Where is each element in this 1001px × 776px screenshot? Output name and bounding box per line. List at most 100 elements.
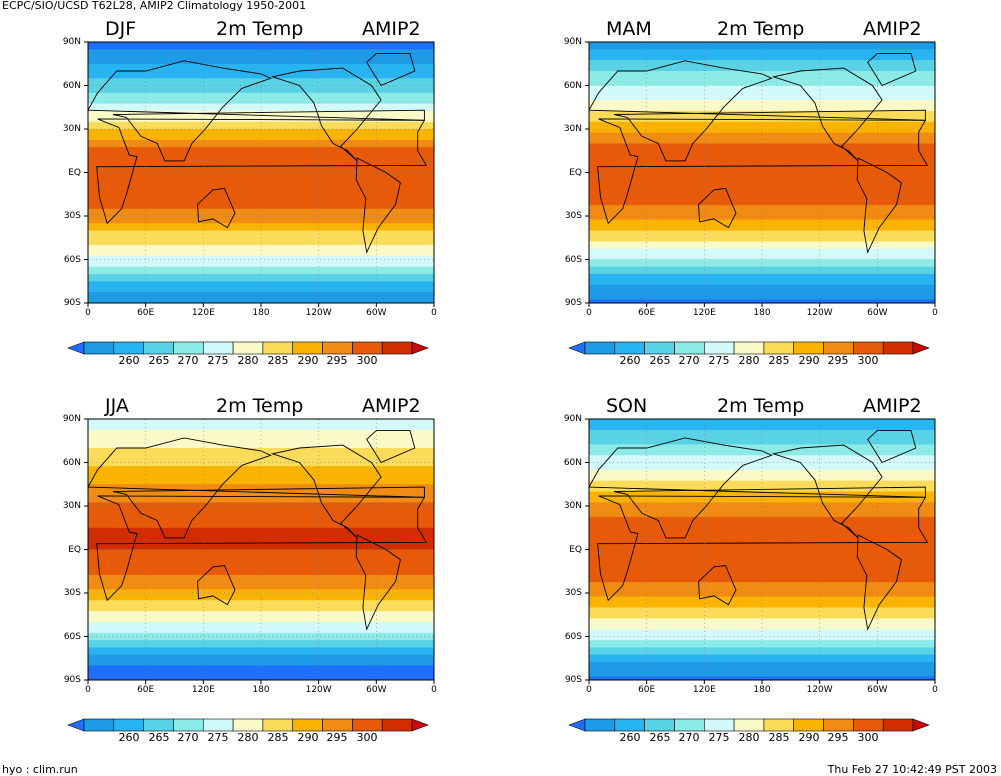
lon-tick-label: 0 bbox=[431, 685, 437, 695]
colorbar-label: 285 bbox=[768, 731, 790, 744]
temp-band bbox=[589, 67, 935, 72]
map-panel-djf bbox=[84, 41, 435, 307]
lon-tick-label: 120E bbox=[692, 685, 716, 695]
temp-band bbox=[589, 299, 935, 303]
temp-band bbox=[589, 143, 935, 148]
temp-band bbox=[88, 535, 434, 540]
temp-band bbox=[589, 658, 935, 663]
colorbar-swatch bbox=[763, 341, 795, 355]
lon-tick-label: 0 bbox=[85, 685, 91, 695]
map-panel-mam bbox=[585, 41, 936, 307]
temp-band bbox=[589, 622, 935, 627]
lon-tick-label: 0 bbox=[586, 308, 592, 318]
lat-tick-label: 30N bbox=[62, 124, 81, 134]
coastline bbox=[867, 53, 917, 87]
colorbar-swatch bbox=[733, 341, 765, 355]
colorbar-label: 265 bbox=[148, 354, 170, 367]
temp-band bbox=[88, 295, 434, 300]
lon-tick-label: 180 bbox=[252, 685, 270, 695]
temp-band bbox=[589, 42, 935, 47]
temp-band bbox=[88, 455, 434, 460]
colorbar-label: 265 bbox=[148, 731, 170, 744]
temp-band bbox=[589, 422, 935, 427]
lat-tick-label: 90N bbox=[563, 37, 582, 47]
lat-tick-label: EQ bbox=[68, 544, 81, 555]
temp-band bbox=[88, 440, 434, 445]
colorbar-swatch bbox=[823, 341, 854, 355]
temp-band bbox=[589, 107, 935, 112]
coastline bbox=[96, 495, 428, 602]
lon-tick-label: 60E bbox=[137, 308, 155, 318]
temp-band bbox=[88, 89, 434, 94]
lon-tick-label: 0 bbox=[586, 685, 592, 695]
temp-band bbox=[589, 614, 935, 619]
temp-band bbox=[88, 226, 434, 232]
colorbar-swatch bbox=[703, 718, 735, 732]
colorbar-swatch bbox=[322, 341, 353, 355]
temp-band bbox=[88, 219, 434, 224]
temp-band bbox=[589, 179, 935, 184]
colorbar-label: 290 bbox=[798, 354, 820, 367]
colorbar-label: 270 bbox=[678, 354, 700, 367]
colorbar-swatch bbox=[882, 341, 914, 355]
coastline bbox=[366, 430, 416, 464]
colorbar-label: 300 bbox=[857, 731, 879, 744]
temp-band bbox=[589, 201, 935, 206]
panel-season-label: MAM bbox=[606, 18, 652, 40]
temp-band bbox=[589, 226, 935, 232]
temp-band bbox=[88, 78, 434, 83]
colorbar-label: 280 bbox=[738, 354, 760, 367]
colorbar-swatch bbox=[83, 341, 115, 355]
lat-tick-label: EQ bbox=[68, 167, 81, 178]
temp-band bbox=[88, 118, 434, 123]
temp-band bbox=[88, 571, 434, 576]
figure-title: ECPC/SIO/UCSD T62L28, AMIP2 Climatology … bbox=[2, 0, 307, 12]
colorbar bbox=[67, 341, 429, 355]
lat-tick-label: 60N bbox=[563, 457, 582, 468]
temp-band bbox=[589, 274, 935, 279]
temp-band bbox=[88, 542, 434, 547]
temp-band bbox=[88, 103, 434, 108]
colorbar-swatch bbox=[262, 341, 293, 355]
temp-band bbox=[589, 110, 935, 116]
temp-band bbox=[589, 618, 935, 623]
temp-band bbox=[589, 223, 935, 228]
lon-tick-label: 60W bbox=[366, 308, 387, 318]
lat-tick-label: 30N bbox=[563, 501, 582, 511]
colorbar-label: 295 bbox=[827, 731, 849, 744]
panel-model-label: AMIP2 bbox=[362, 18, 421, 40]
temp-band bbox=[589, 451, 935, 456]
colorbar-label: 280 bbox=[738, 731, 760, 744]
temp-band bbox=[88, 125, 434, 130]
temp-band bbox=[589, 455, 935, 460]
temp-band bbox=[88, 179, 434, 184]
temp-band bbox=[589, 440, 935, 445]
temp-band bbox=[88, 462, 434, 467]
temp-band bbox=[589, 158, 935, 163]
temp-band bbox=[88, 129, 434, 134]
temp-band bbox=[88, 502, 434, 507]
temp-band bbox=[88, 651, 434, 656]
lon-tick-label: 60W bbox=[867, 685, 888, 695]
coastline bbox=[270, 444, 382, 539]
temp-band bbox=[589, 574, 935, 580]
temp-band bbox=[589, 502, 935, 507]
lon-tick-label: 120E bbox=[191, 685, 215, 695]
temp-band bbox=[88, 107, 434, 112]
colorbar-swatch bbox=[143, 341, 174, 355]
temp-band bbox=[88, 165, 434, 170]
colorbar-swatch bbox=[232, 341, 264, 355]
temp-band bbox=[88, 487, 434, 493]
colorbar-label: 295 bbox=[326, 354, 348, 367]
temp-band bbox=[589, 582, 935, 587]
colorbar-label: 260 bbox=[118, 354, 140, 367]
temp-band bbox=[88, 643, 434, 648]
panel-model-label: AMIP2 bbox=[863, 18, 922, 40]
coastline bbox=[197, 565, 236, 606]
temp-band bbox=[589, 426, 935, 431]
colorbar-swatch bbox=[83, 718, 115, 732]
temp-band bbox=[589, 295, 935, 300]
temp-band bbox=[88, 603, 434, 609]
temp-band bbox=[88, 110, 434, 116]
lon-tick-label: 0 bbox=[932, 308, 938, 318]
